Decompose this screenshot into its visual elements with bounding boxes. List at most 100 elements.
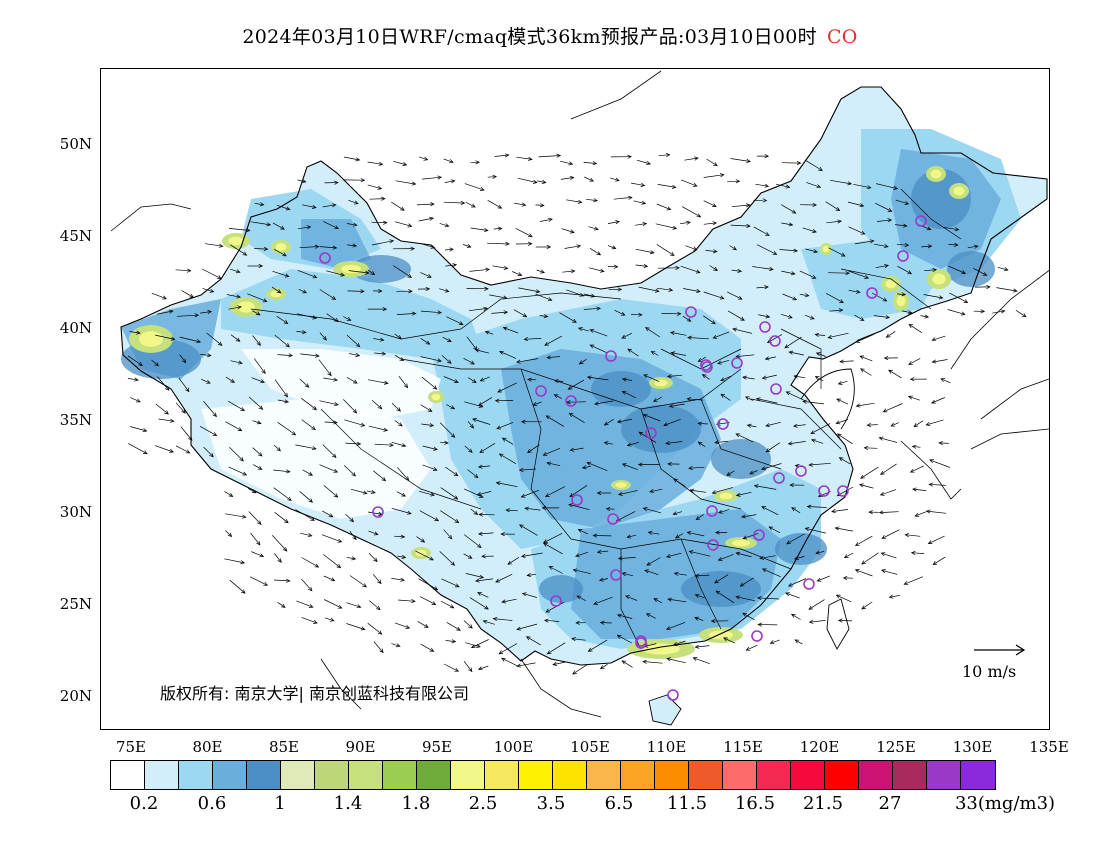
wind-vector [631,312,643,317]
wind-vector [793,374,806,379]
wind-vector [836,398,849,405]
hotspot-core [732,539,750,547]
province-border [580,368,742,410]
wind-vector [397,554,407,559]
wind-vector [273,248,287,257]
wind-vector [768,526,781,534]
wind-vector [904,533,921,538]
wind-vector [537,179,547,184]
wind-vector [542,542,563,555]
wind-vector [859,355,873,362]
wind-vector [614,309,626,316]
wind-vector [500,531,516,537]
wind-vector [789,482,805,488]
wind-vector [300,532,313,538]
wind-vector [753,484,777,490]
wind-vector [521,552,543,559]
hotspot-core [930,169,942,179]
wind-vector [345,441,362,446]
hotspot-core [341,264,361,274]
wind-vector [462,243,472,248]
wind-vector [788,350,804,356]
wind-vector [200,353,212,358]
wind-vector [484,330,494,335]
wind-vector [897,292,907,297]
lon-label-115e: 115E [723,738,763,756]
wind-vector [373,641,384,654]
wind-vector [545,601,565,613]
wind-vector [596,549,609,554]
wind-vector [881,569,898,575]
wind-vector [947,309,966,316]
wind-vector [391,402,401,412]
wind-vector [224,491,234,497]
wind-vector [469,597,489,610]
wind-vector [445,263,458,268]
wind-vector [575,620,586,625]
wind-vector [888,594,900,599]
wind-vector [479,376,490,382]
wind-vector [420,643,435,652]
wind-vector [948,242,959,247]
colorbar-label: 3.5 [536,793,566,814]
wind-vector [542,447,561,456]
wind-vector [228,466,248,476]
wind-vector [444,247,454,252]
colorbar [110,760,996,790]
wind-vector [252,335,261,347]
wind-vector [254,202,265,207]
wind-vector [710,618,729,624]
colorbar-swatch [961,761,995,789]
wind-vector [815,352,826,357]
wind-vector [680,220,691,225]
lat-label-50n: 50N [59,135,92,153]
wind-vector [543,618,560,623]
wind-vector [552,661,566,666]
wind-vector [418,216,434,222]
wind-vector [646,557,661,566]
wind-vector [735,491,752,497]
wind-vector [175,445,191,454]
wind-vector [561,228,575,234]
wind-vector [657,265,680,271]
wind-vector [745,644,758,651]
wind-vector [296,600,314,608]
wind-vector [593,596,613,605]
wind-vector [913,420,924,428]
wind-vector [635,248,655,255]
wind-vector [536,269,545,274]
wind-vector [695,514,704,520]
wind-vector [439,223,450,228]
wind-vector [744,396,754,401]
wind-vector [296,313,318,320]
wind-vector [157,376,170,391]
wind-vector [443,158,454,164]
wind-vector [323,221,340,230]
wind-vector [465,201,476,208]
wind-vector [548,566,563,574]
wind-vector [621,660,633,668]
wind-vector [345,514,355,523]
wind-vector [855,333,875,343]
wind-vector [564,244,582,249]
wind-vector [155,334,176,341]
wind-vector [650,351,659,356]
wind-vector [756,154,770,159]
wind-vector [644,569,659,576]
wind-vector [880,552,897,559]
colorbar-swatch [349,761,383,789]
wind-vector [495,481,518,488]
wind-vector [854,314,865,321]
wind-vector [828,247,846,257]
hotspot-core [719,492,733,500]
wind-vector [420,338,431,345]
concentration-zone [621,405,701,453]
wind-vector [225,530,233,538]
wind-vector [348,199,359,205]
lon-label-100e: 100E [493,738,534,756]
province-border [840,268,932,310]
wind-vector [848,226,866,235]
wind-vector [487,199,503,209]
wind-vector [479,443,496,453]
lat-label-20n: 20N [59,687,92,705]
